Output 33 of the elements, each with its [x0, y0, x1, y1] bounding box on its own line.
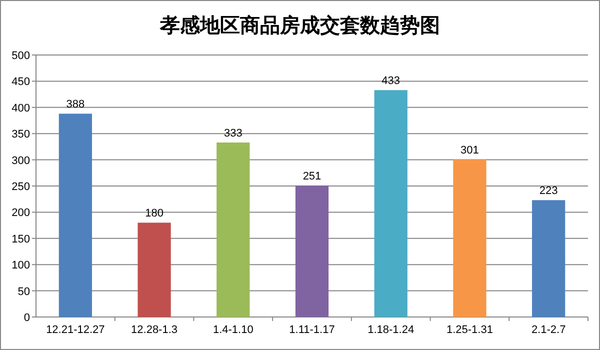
bar [138, 222, 171, 317]
bar [295, 185, 329, 317]
y-tick-label: 350 [12, 128, 30, 141]
chart-title: 孝感地区商品房成交套数趋势图 [159, 14, 440, 37]
y-tick-label: 200 [12, 207, 30, 220]
data-label: 251 [302, 170, 322, 182]
bar [58, 114, 92, 317]
bar [532, 200, 566, 317]
y-tick-label: 500 [12, 50, 30, 62]
data-label: 388 [66, 98, 85, 111]
y-tick-label: 0 [24, 312, 30, 324]
data-label: 180 [145, 208, 164, 220]
x-tick-label: 1.18-1.24 [368, 324, 414, 336]
y-tick-label: 150 [12, 233, 30, 246]
x-tick-label: 12.28-1.3 [131, 324, 178, 336]
y-tick-label: 400 [12, 102, 30, 114]
y-tick-label: 100 [12, 260, 30, 272]
bar [374, 90, 408, 317]
y-tick-label: 250 [12, 181, 30, 193]
data-label: 223 [539, 185, 558, 198]
data-label: 333 [224, 128, 242, 140]
data-label: 433 [382, 75, 400, 88]
data-label: 301 [460, 144, 479, 156]
x-tick-label: 12.21-12.27 [46, 324, 105, 336]
y-tick-label: 450 [12, 76, 30, 88]
bar [216, 142, 250, 317]
x-tick-label: 1.4-1.10 [212, 324, 254, 336]
bar [453, 159, 486, 317]
y-tick-label: 50 [18, 286, 30, 298]
x-tick-label: 1.25-1.31 [446, 324, 493, 336]
x-tick-label: 1.11-1.17 [289, 324, 335, 336]
x-tick-label: 2.1-2.7 [531, 324, 566, 336]
y-tick-label: 300 [12, 154, 30, 167]
